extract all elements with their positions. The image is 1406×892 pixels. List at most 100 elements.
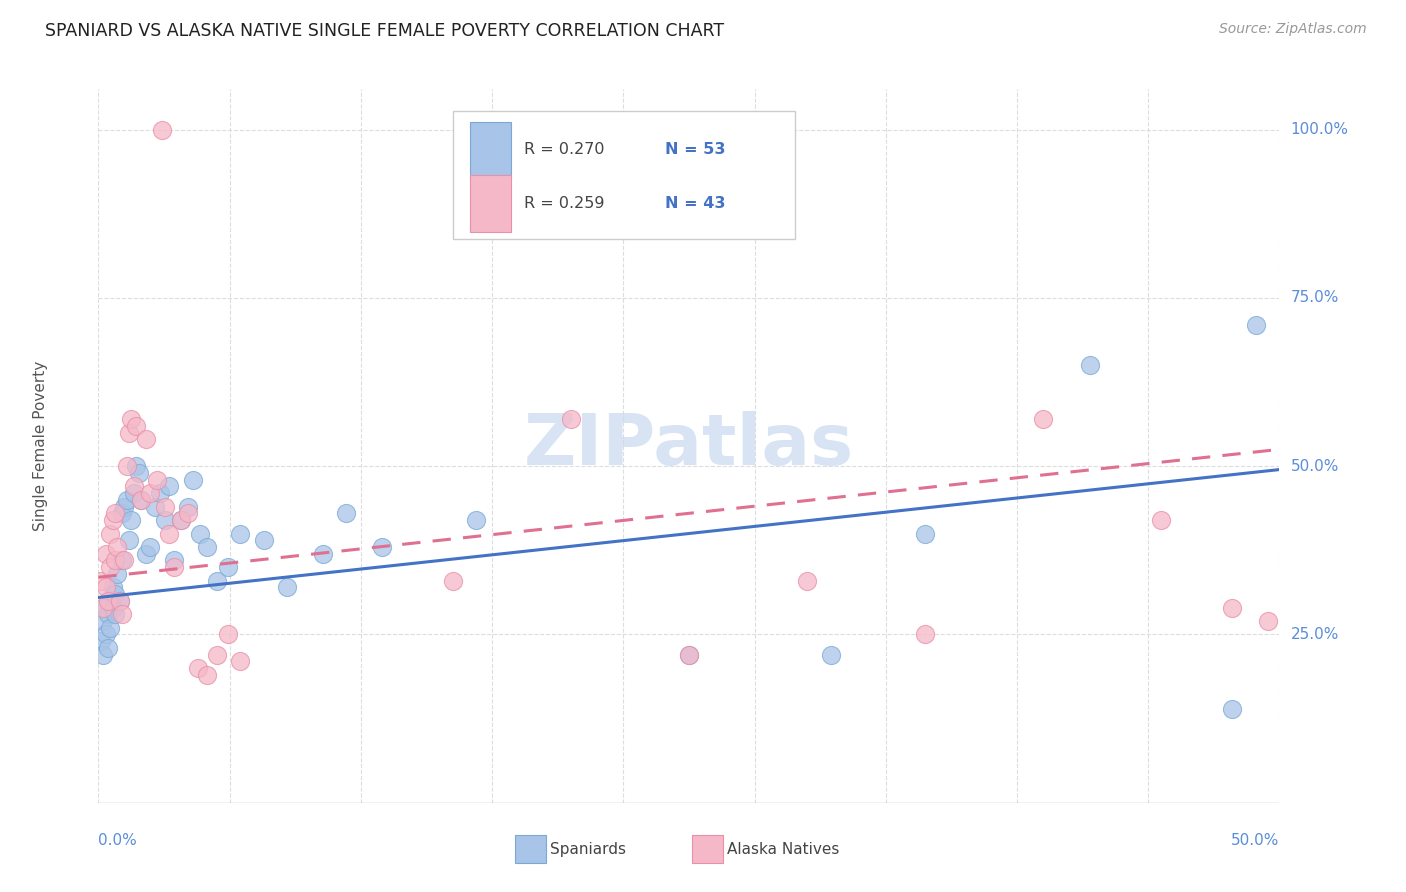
Point (128, 466, 150, 480)
Point (139, 486, 162, 500)
Point (181, 473, 204, 487)
FancyBboxPatch shape (693, 835, 723, 863)
Point (177, 506, 200, 520)
Point (108, 594, 131, 608)
Point (163, 560, 186, 574)
Point (101, 580, 124, 594)
Point (91, 648, 114, 662)
Point (914, 627, 936, 641)
Point (371, 540, 394, 554)
Point (104, 506, 127, 520)
Point (108, 594, 131, 608)
Point (101, 513, 124, 527)
Point (441, 574, 464, 588)
Point (157, 526, 180, 541)
Point (90, 574, 112, 588)
Point (1150, 513, 1173, 527)
Point (104, 607, 127, 622)
Point (105, 540, 128, 554)
Point (560, 412, 582, 426)
Text: R = 0.270: R = 0.270 (523, 143, 605, 157)
Point (101, 600, 124, 615)
Point (104, 587, 127, 601)
Point (104, 553, 127, 567)
Point (560, 122, 582, 136)
Point (195, 668, 218, 682)
Point (153, 513, 176, 527)
Point (1257, 614, 1279, 628)
Text: R = 0.259: R = 0.259 (523, 196, 605, 211)
Point (118, 425, 141, 440)
Point (121, 412, 143, 426)
Point (122, 479, 145, 493)
Point (146, 473, 169, 487)
Point (135, 432, 157, 446)
Point (91, 614, 114, 628)
Point (914, 526, 936, 541)
Point (139, 540, 162, 554)
FancyBboxPatch shape (516, 835, 546, 863)
Text: N = 53: N = 53 (665, 143, 725, 157)
Point (94, 600, 117, 615)
Point (111, 506, 134, 520)
FancyBboxPatch shape (471, 175, 510, 232)
Point (217, 560, 239, 574)
Point (115, 459, 138, 474)
Point (163, 553, 186, 567)
Point (91, 600, 114, 615)
Point (1220, 701, 1243, 715)
Point (229, 655, 252, 669)
Text: Source: ZipAtlas.com: Source: ZipAtlas.com (1219, 22, 1367, 37)
Point (170, 513, 193, 527)
Point (229, 526, 252, 541)
Point (335, 506, 357, 520)
Point (94, 580, 117, 594)
Point (1080, 358, 1102, 372)
Point (125, 418, 148, 433)
Point (121, 513, 143, 527)
Text: ZIPatlas: ZIPatlas (524, 411, 853, 481)
Point (253, 533, 276, 548)
Point (153, 500, 176, 514)
Point (118, 533, 141, 548)
Point (111, 607, 134, 622)
Point (205, 648, 228, 662)
Point (195, 540, 218, 554)
Point (112, 553, 135, 567)
Point (796, 574, 818, 588)
Point (312, 547, 335, 561)
Point (129, 492, 152, 507)
Text: 50.0%: 50.0% (1232, 833, 1279, 848)
Point (98, 560, 121, 574)
Point (678, 648, 700, 662)
Text: Single Female Poverty: Single Female Poverty (32, 361, 48, 531)
Point (678, 648, 700, 662)
Point (90, 634, 112, 648)
Point (97, 640, 120, 655)
Point (1032, 412, 1054, 426)
Point (94, 547, 117, 561)
Point (143, 500, 166, 514)
Point (135, 547, 157, 561)
Text: N = 43: N = 43 (665, 196, 725, 211)
Point (105, 566, 128, 581)
Text: Alaska Natives: Alaska Natives (727, 842, 839, 856)
Point (97, 594, 120, 608)
Point (98, 526, 121, 541)
Point (97, 607, 120, 622)
Point (177, 500, 200, 514)
Text: SPANIARD VS ALASKA NATIVE SINGLE FEMALE POVERTY CORRELATION CHART: SPANIARD VS ALASKA NATIVE SINGLE FEMALE … (45, 22, 724, 40)
Point (157, 479, 180, 493)
Point (276, 580, 298, 594)
Point (149, 486, 172, 500)
Point (1244, 318, 1267, 332)
Point (122, 486, 145, 500)
Point (820, 648, 842, 662)
Text: 25.0%: 25.0% (1291, 627, 1339, 642)
Point (129, 492, 152, 507)
Point (465, 513, 488, 527)
Point (187, 661, 209, 675)
Point (112, 500, 135, 514)
Point (150, 122, 173, 136)
Point (115, 492, 138, 507)
